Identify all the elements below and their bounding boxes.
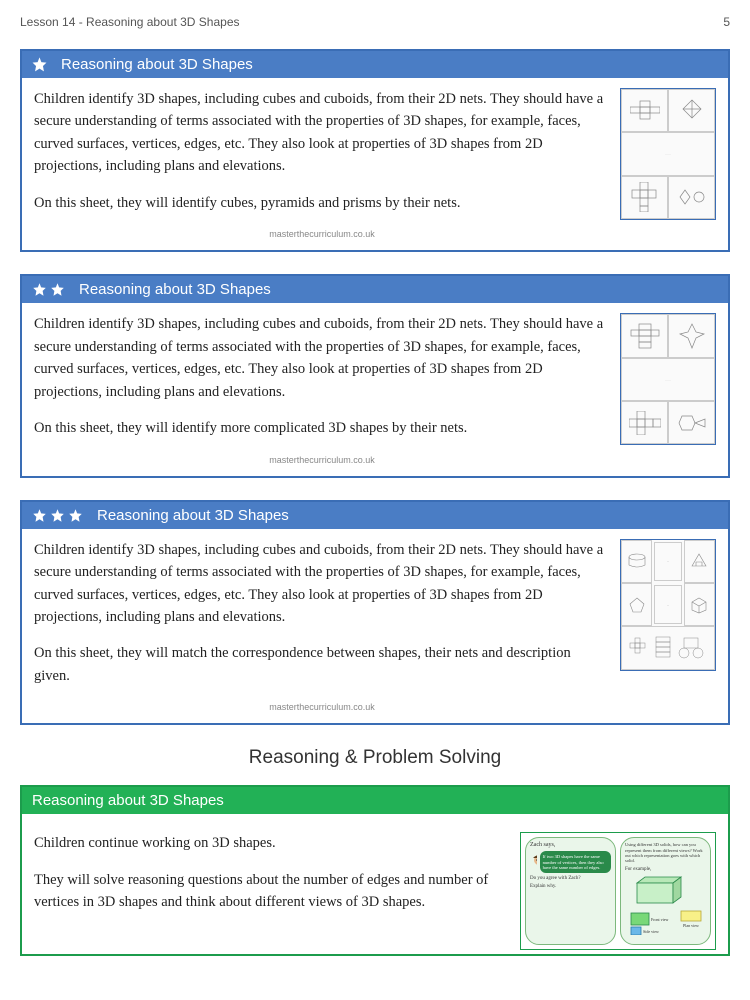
card-text: Children identify 3D shapes, including c… [34, 88, 610, 246]
net-icon [679, 98, 705, 124]
net-icon [677, 412, 707, 434]
star-rating [32, 282, 65, 297]
character-name: Zach says, [530, 842, 611, 848]
svg-text:Front view: Front view [651, 917, 669, 922]
paragraph-2: On this sheet, they will identify more c… [34, 417, 610, 439]
nets-row-icon [628, 633, 708, 663]
question-text: Using different 3D solids, how can you r… [625, 842, 706, 864]
card-title: Reasoning about 3D Shapes [79, 281, 271, 298]
shape-icon [627, 553, 647, 569]
card-title: Reasoning about 3D Shapes [97, 507, 289, 524]
worksheet-thumbnail: . . . [620, 88, 716, 220]
star-icon [32, 282, 47, 297]
avatar-icon [530, 853, 537, 871]
card-level-2: Reasoning about 3D Shapes Children ident… [20, 274, 730, 477]
views-panel: Using different 3D solids, how can you r… [620, 837, 711, 945]
net-icon [630, 323, 660, 349]
card-header: Reasoning about 3D Shapes [22, 502, 728, 529]
page-header: Lesson 14 - Reasoning about 3D Shapes 5 [20, 15, 730, 29]
paragraph-1: Children continue working on 3D shapes. [34, 832, 510, 854]
question-text: Do you agree with Zach? [530, 876, 611, 881]
net-icon [677, 187, 707, 207]
page-number: 5 [723, 15, 730, 29]
watermark: masterthecurriculum.co.uk [34, 701, 610, 719]
shape-icon [690, 552, 708, 570]
net-icon [630, 182, 660, 212]
card-header: Reasoning about 3D Shapes [22, 51, 728, 78]
star-icon [50, 508, 65, 523]
net-icon [630, 100, 660, 122]
star-icon [32, 57, 47, 72]
star-rating [32, 57, 47, 72]
star-rating [32, 508, 83, 523]
card-header: Reasoning about 3D Shapes [22, 787, 728, 814]
lesson-title: Lesson 14 - Reasoning about 3D Shapes [20, 15, 240, 29]
paragraph-2: On this sheet, they will identify cubes,… [34, 192, 610, 214]
net-icon [629, 411, 661, 435]
views-diagram-icon: Front view Side view Plan view [625, 875, 705, 935]
paragraph-2: They will solve reasoning questions abou… [34, 869, 510, 914]
paragraph-1: Children identify 3D shapes, including c… [34, 539, 610, 629]
card-title: Reasoning about 3D Shapes [61, 56, 253, 73]
shape-icon [628, 596, 646, 614]
paragraph-1: Children identify 3D shapes, including c… [34, 313, 610, 403]
star-icon [68, 508, 83, 523]
worksheet-thumbnail: Zach says, If two 3D shapes have the sam… [520, 832, 716, 950]
net-icon [678, 322, 706, 350]
star-icon [32, 508, 47, 523]
speech-bubble: If two 3D shapes have the same number of… [540, 851, 611, 873]
card-header: Reasoning about 3D Shapes [22, 276, 728, 303]
watermark: masterthecurriculum.co.uk [34, 228, 610, 246]
svg-text:Side view: Side view [643, 929, 659, 934]
card-text: Children identify 3D shapes, including c… [34, 313, 610, 471]
card-level-3: Reasoning about 3D Shapes Children ident… [20, 500, 730, 726]
card-level-1: Reasoning about 3D Shapes Children ident… [20, 49, 730, 252]
card-problem-solving: Reasoning about 3D Shapes Children conti… [20, 785, 730, 956]
section-heading: Reasoning & Problem Solving [20, 747, 730, 769]
paragraph-1: Children identify 3D shapes, including c… [34, 88, 610, 178]
watermark: masterthecurriculum.co.uk [34, 454, 610, 472]
star-icon [50, 282, 65, 297]
paragraph-2: On this sheet, they will match the corre… [34, 642, 610, 687]
svg-text:Plan view: Plan view [683, 923, 699, 928]
card-text: Children identify 3D shapes, including c… [34, 539, 610, 720]
worksheet-thumbnail: ... ... [620, 539, 716, 671]
shape-icon [689, 596, 709, 614]
question-text: Explain why. [530, 884, 611, 889]
speech-panel: Zach says, If two 3D shapes have the sam… [525, 837, 616, 945]
example-label: For example, [625, 867, 706, 872]
card-title: Reasoning about 3D Shapes [32, 792, 224, 809]
worksheet-thumbnail: . . . [620, 313, 716, 445]
card-text: Children continue working on 3D shapes. … [34, 832, 510, 950]
